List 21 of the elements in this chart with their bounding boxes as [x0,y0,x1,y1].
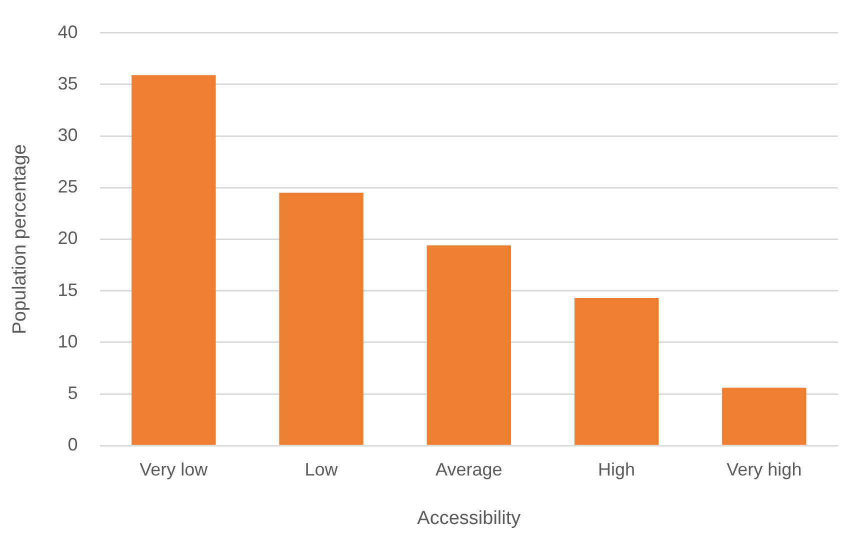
bar [279,192,364,445]
y-tick-label: 5 [68,382,78,403]
x-tick-label: Very high [726,459,802,480]
bar [426,245,511,445]
x-tick-label: Low [304,459,339,480]
x-tick-label: Average [436,459,502,480]
y-tick-label: 20 [58,228,78,248]
y-tick-label: 15 [58,280,78,300]
x-tick-label: Very low [140,459,209,480]
y-tick-label: 35 [58,73,78,94]
x-axis-title: Accessibility [417,508,522,529]
y-tick-label: 25 [58,176,78,197]
y-tick-label: 10 [58,331,78,352]
y-axis-title: Population percentage [10,144,31,334]
y-tick-label: 0 [68,434,78,455]
bar [132,75,216,445]
bar [574,298,659,445]
bar [722,388,806,445]
x-tick-label: High [598,459,636,480]
y-tick-label: 40 [58,22,78,42]
y-tick-label: 30 [58,124,78,145]
